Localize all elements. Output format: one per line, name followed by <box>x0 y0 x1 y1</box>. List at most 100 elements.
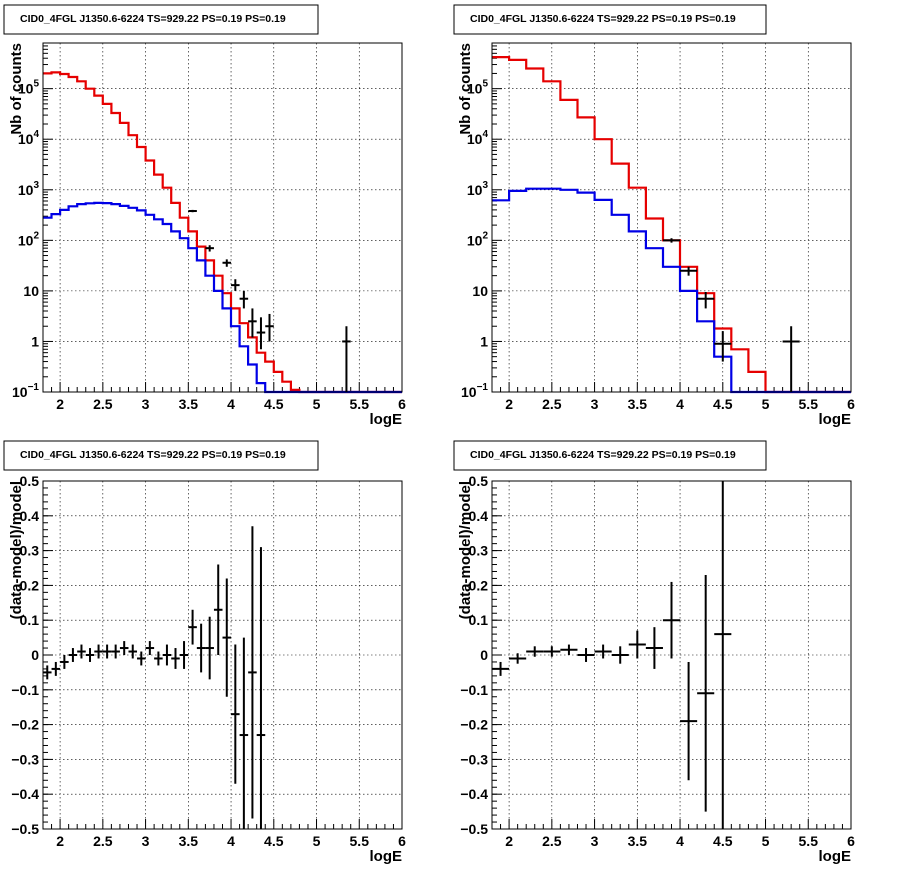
data-point <box>94 644 103 659</box>
series-line-model-source <box>492 187 851 394</box>
data-point <box>102 644 112 659</box>
x-tick-label: 2.5 <box>93 396 113 412</box>
data-point <box>171 648 180 669</box>
x-tick-label: 5 <box>762 396 770 412</box>
data-point <box>342 326 351 392</box>
data-points <box>43 526 266 829</box>
series-line-model-total <box>43 71 402 394</box>
data-points <box>188 209 351 392</box>
y-tick-label: −0.5 <box>460 821 488 837</box>
data-point <box>205 245 214 252</box>
data-point <box>662 238 681 243</box>
plot-frame <box>491 42 852 393</box>
x-tick-label: 5.5 <box>799 833 819 849</box>
x-tick-label: 2.5 <box>542 396 562 412</box>
data-point <box>526 646 544 657</box>
data-point <box>256 317 266 350</box>
data-point <box>77 644 86 659</box>
y-tick-label: −0.4 <box>460 786 488 802</box>
data-point <box>265 313 274 342</box>
data-point <box>680 266 698 276</box>
y-axis-label: Nb of counts <box>8 43 25 135</box>
x-tick-label: 5.5 <box>799 396 819 412</box>
y-tick-label: 0.3 <box>20 543 40 559</box>
y-tick-label: 0.1 <box>469 612 489 628</box>
grid-lines <box>492 43 852 393</box>
x-tick-label: 4.5 <box>264 396 284 412</box>
x-tick-label: 4.5 <box>264 833 284 849</box>
chart-panel-bottom-right: CID0_4FGL J1350.6-6224 TS=929.22 PS=0.19… <box>453 440 855 865</box>
y-tick-label: −0.1 <box>11 682 39 698</box>
series-line-model-total <box>492 56 851 394</box>
y-tick-label: 0.4 <box>20 508 40 524</box>
x-tick-label: 4.5 <box>713 396 733 412</box>
data-point <box>85 648 95 662</box>
x-tick-label: 5 <box>762 833 770 849</box>
y-tick-label: 0.4 <box>469 508 489 524</box>
data-point <box>782 326 800 392</box>
chart-title: CID0_4FGL J1350.6-6224 TS=929.22 PS=0.19… <box>470 13 736 25</box>
data-point <box>145 641 155 655</box>
y-tick-label: 103 <box>18 180 40 198</box>
data-point <box>222 578 232 697</box>
x-tick-label: 4.5 <box>713 833 733 849</box>
x-tick-label: 5 <box>313 396 321 412</box>
x-tick-label: 6 <box>398 396 406 412</box>
data-point <box>560 644 578 655</box>
data-point <box>594 644 612 659</box>
y-axis-label: Nb of counts <box>457 43 474 135</box>
data-point <box>509 653 527 664</box>
y-axis-label: (data-model)/model <box>457 481 474 619</box>
x-axis-label: logE <box>370 848 403 865</box>
x-tick-label: 2 <box>56 396 64 412</box>
x-tick-label: 5 <box>313 833 321 849</box>
chart-title: CID0_4FGL J1350.6-6224 TS=929.22 PS=0.19… <box>20 449 286 461</box>
x-tick-label: 4 <box>227 396 235 412</box>
data-point <box>248 308 257 338</box>
x-tick-label: 3 <box>591 833 599 849</box>
data-point <box>43 665 52 680</box>
data-point <box>154 651 163 666</box>
x-tick-label: 3 <box>142 396 150 412</box>
axis-ticks <box>491 480 852 830</box>
x-tick-label: 3.5 <box>179 833 199 849</box>
y-tick-label: 1 <box>31 333 39 349</box>
data-point <box>128 644 138 659</box>
y-tick-label: −0.5 <box>11 821 39 837</box>
data-point <box>162 644 172 666</box>
data-point <box>645 627 663 669</box>
y-tick-label: 10−1 <box>12 382 39 400</box>
plot-frame <box>491 480 852 830</box>
chart-panel-top-right: CID0_4FGL J1350.6-6224 TS=929.22 PS=0.19… <box>453 4 855 428</box>
data-point <box>714 331 732 362</box>
data-point <box>492 661 510 676</box>
data-point <box>256 547 266 829</box>
y-tick-label: 10−1 <box>461 382 488 400</box>
data-point <box>231 279 240 291</box>
x-axis-label: logE <box>819 411 852 428</box>
title-box <box>3 4 319 35</box>
data-point <box>628 630 646 659</box>
grid-lines <box>43 480 403 830</box>
x-tick-label: 4 <box>676 396 684 412</box>
x-tick-label: 3 <box>142 833 150 849</box>
title-box <box>453 4 767 35</box>
data-points <box>492 481 732 829</box>
data-point <box>179 641 189 669</box>
data-point <box>543 646 561 657</box>
y-tick-label: 103 <box>467 180 489 198</box>
x-tick-label: 6 <box>847 833 855 849</box>
x-tick-label: 2 <box>505 396 513 412</box>
x-tick-label: 3.5 <box>628 396 648 412</box>
data-point <box>577 648 595 662</box>
x-tick-label: 2 <box>56 833 64 849</box>
data-point <box>662 581 681 659</box>
x-tick-label: 2.5 <box>93 833 113 849</box>
data-point <box>697 574 715 812</box>
x-tick-label: 4 <box>676 833 684 849</box>
title-box <box>3 440 319 471</box>
y-tick-label: 0.3 <box>469 543 489 559</box>
data-point <box>213 564 223 655</box>
x-tick-label: 5.5 <box>350 396 370 412</box>
